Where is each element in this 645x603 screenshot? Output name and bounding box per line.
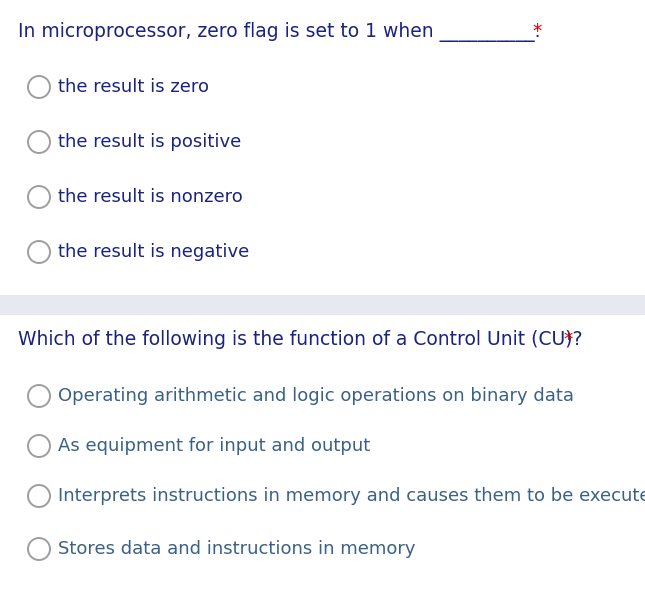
Text: *: * (527, 22, 542, 41)
Bar (0, 295, 645, 315)
Text: As equipment for input and output: As equipment for input and output (58, 437, 370, 455)
Text: In microprocessor, zero flag is set to 1 when __________.: In microprocessor, zero flag is set to 1… (18, 22, 541, 42)
Text: Which of the following is the function of a Control Unit (CU)?: Which of the following is the function o… (18, 330, 582, 349)
Text: Stores data and instructions in memory: Stores data and instructions in memory (58, 540, 415, 558)
Text: Operating arithmetic and logic operations on binary data: Operating arithmetic and logic operation… (58, 387, 574, 405)
Text: *: * (558, 330, 573, 349)
Text: the result is nonzero: the result is nonzero (58, 188, 243, 206)
Text: the result is zero: the result is zero (58, 78, 209, 96)
Text: the result is negative: the result is negative (58, 243, 249, 261)
Text: the result is positive: the result is positive (58, 133, 241, 151)
Text: Interprets instructions in memory and causes them to be executed: Interprets instructions in memory and ca… (58, 487, 645, 505)
